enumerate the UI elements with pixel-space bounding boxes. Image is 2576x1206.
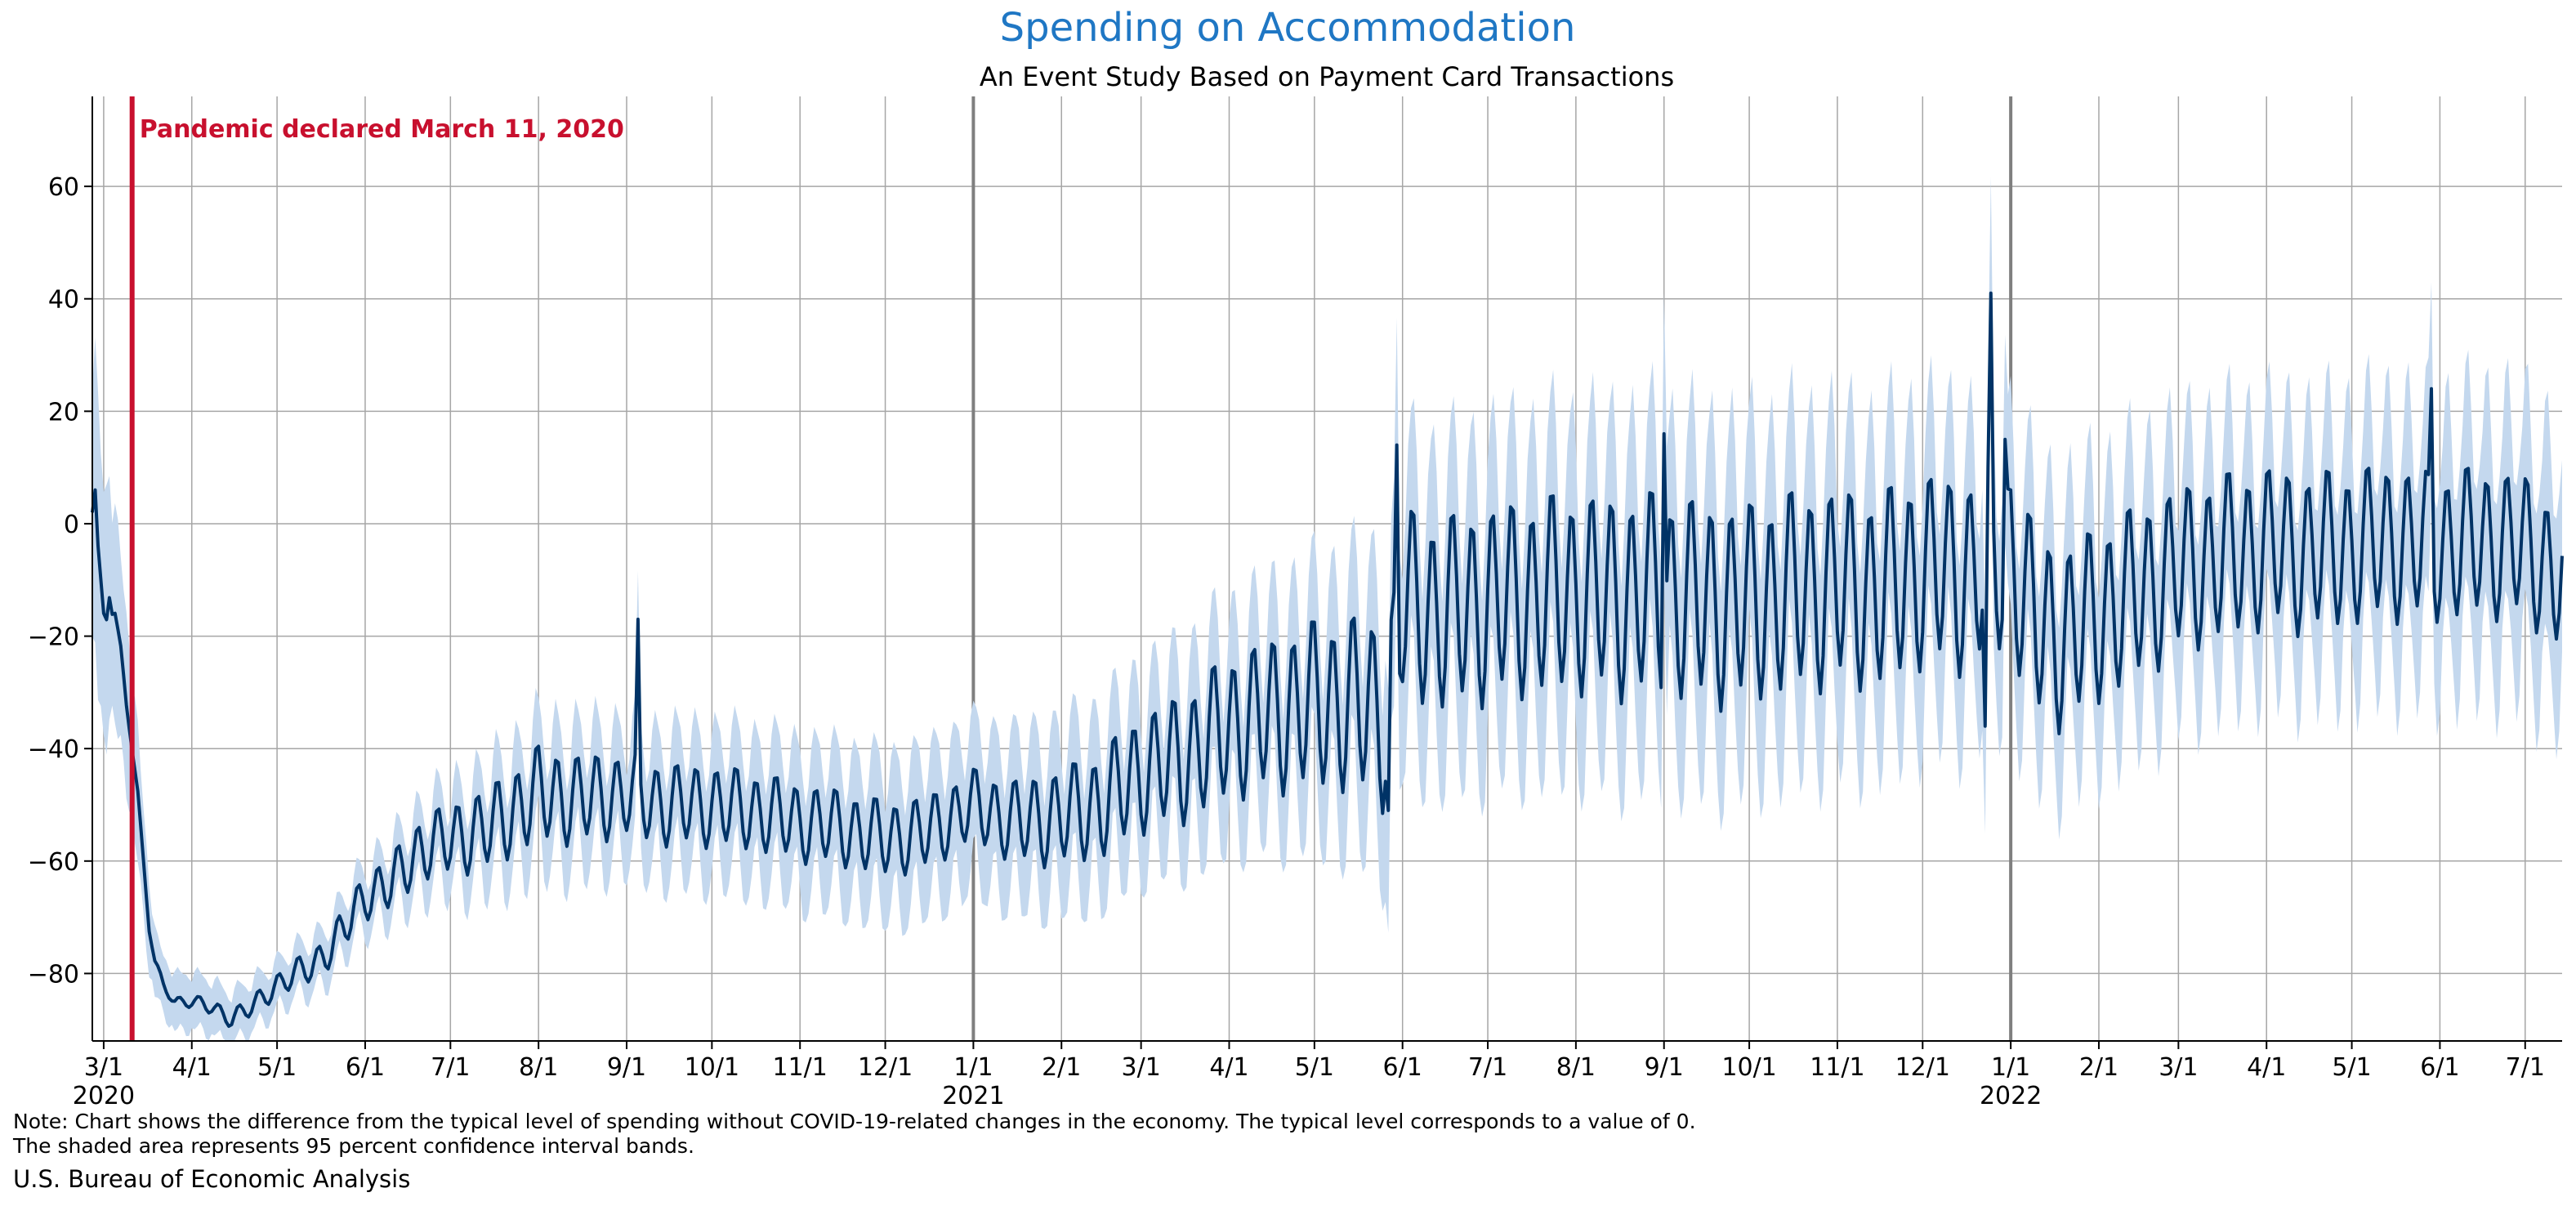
chart-subtitle: An Event Study Based on Payment Card Tra…: [980, 61, 1674, 92]
x-tick-label: 6/1: [2420, 1053, 2459, 1082]
y-tick-label: 60: [48, 173, 79, 202]
spending-line: [91, 291, 2564, 1028]
x-tick-label: 3/1: [84, 1053, 123, 1082]
chart-title: Spending on Accommodation: [1000, 5, 1576, 51]
y-tick-label: −60: [28, 848, 79, 877]
x-year-label: 2022: [1980, 1082, 2042, 1110]
confidence-interval-area: [92, 176, 2562, 1042]
x-tick-label: 5/1: [2332, 1053, 2371, 1082]
chart-note-line-1: Note: Chart shows the difference from th…: [13, 1110, 1696, 1133]
x-tick-label: 9/1: [1645, 1053, 1684, 1082]
x-tick-label: 10/1: [685, 1053, 739, 1082]
x-tick-label: 3/1: [2159, 1053, 2198, 1082]
y-tick-label: 20: [48, 398, 79, 427]
spending-series: [91, 291, 2564, 1028]
event-marker: Pandemic declared March 11, 2020: [129, 96, 624, 1041]
x-tick-label: 7/1: [2506, 1053, 2545, 1082]
x-tick-label: 2/1: [2079, 1053, 2118, 1082]
x-tick-label: 2/1: [1042, 1053, 1081, 1082]
x-tick-label: 6/1: [1383, 1053, 1422, 1082]
x-tick-label: 12/1: [858, 1053, 913, 1082]
y-tick-label: −20: [28, 623, 79, 652]
x-tick-label: 9/1: [607, 1053, 646, 1082]
x-tick-label: 5/1: [1295, 1053, 1334, 1082]
x-tick-label: 11/1: [1810, 1053, 1864, 1082]
y-tick-label: 40: [48, 286, 79, 315]
x-tick-label: 7/1: [1468, 1053, 1507, 1082]
x-tick-label: 12/1: [1895, 1053, 1950, 1082]
x-tick-label: 10/1: [1721, 1053, 1776, 1082]
x-tick-label: 1/1: [953, 1053, 993, 1082]
x-tick-label: 3/1: [1122, 1053, 1161, 1082]
y-tick-label: 0: [64, 511, 79, 539]
x-tick-label: 4/1: [1209, 1053, 1248, 1082]
chart-note-line-2: The shaded area represents 95 percent co…: [13, 1134, 694, 1158]
x-tick-label: 1/1: [1991, 1053, 2030, 1082]
pandemic-declared-label: Pandemic declared March 11, 2020: [140, 115, 624, 144]
x-tick-label: 11/1: [773, 1053, 828, 1082]
x-tick-label: 4/1: [172, 1053, 212, 1082]
source-credit: U.S. Bureau of Economic Analysis: [13, 1165, 411, 1193]
x-tick-label: 5/1: [257, 1053, 297, 1082]
x-tick-label: 6/1: [346, 1053, 385, 1082]
confidence-band: [92, 176, 2562, 1042]
x-tick-label: 7/1: [431, 1053, 470, 1082]
x-tick-label: 8/1: [1556, 1053, 1596, 1082]
y-tick-label: −40: [28, 735, 79, 764]
x-year-label: 2020: [73, 1082, 135, 1110]
x-tick-label: 8/1: [519, 1053, 558, 1082]
y-tick-label: −80: [28, 960, 79, 989]
x-year-label: 2021: [942, 1082, 1004, 1110]
x-tick-label: 4/1: [2247, 1053, 2286, 1082]
